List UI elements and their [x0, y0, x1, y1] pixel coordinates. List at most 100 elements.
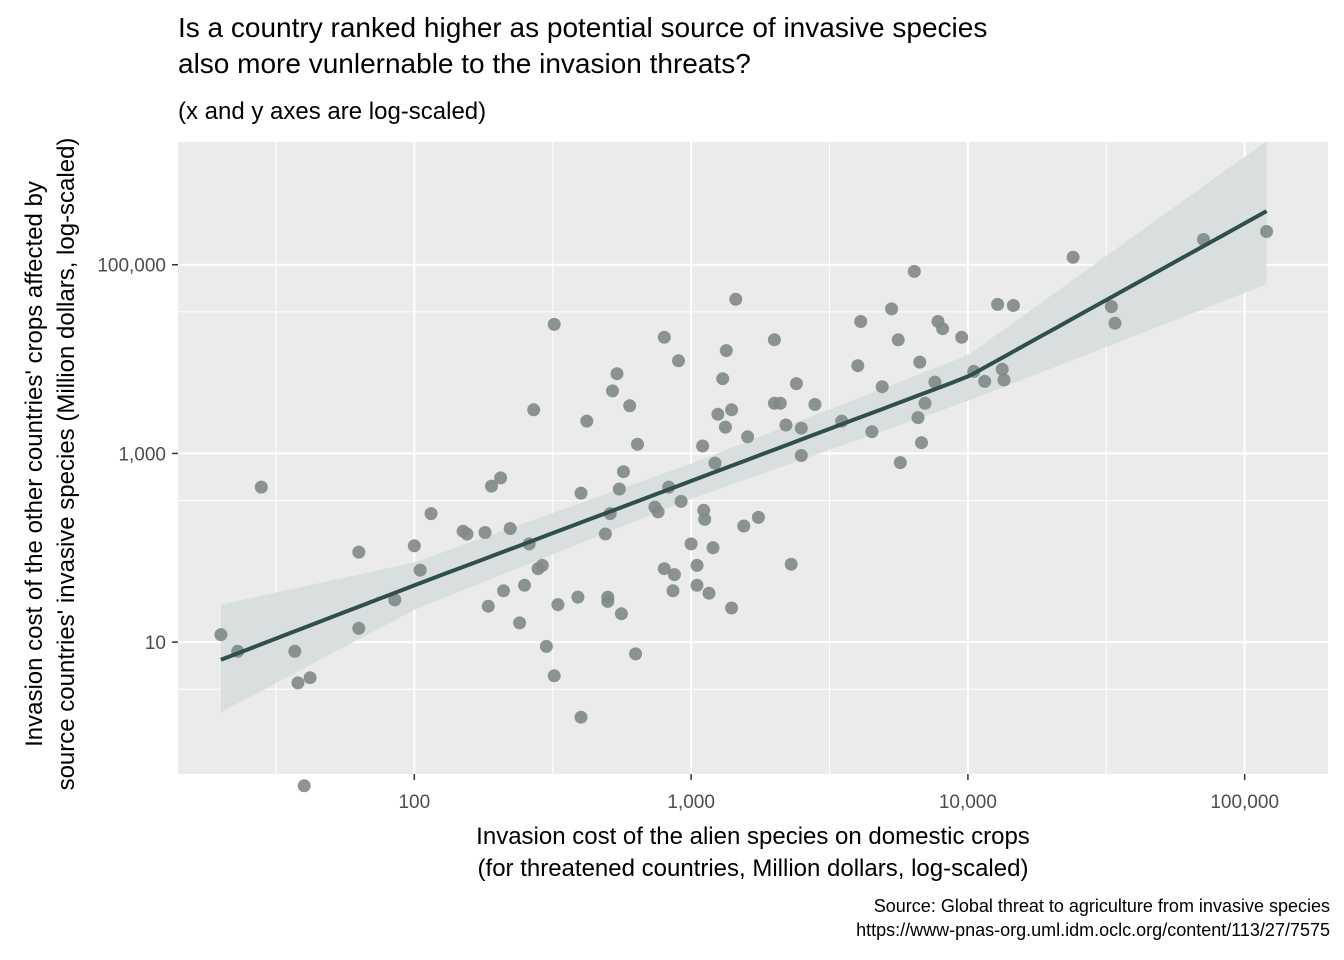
y-tick-label: 100,000: [97, 256, 166, 277]
data-point: [485, 479, 498, 493]
data-point: [789, 377, 803, 391]
data-point: [629, 647, 643, 661]
data-point: [297, 779, 311, 793]
source-caption: Source: Global threat to agriculture fro…: [856, 896, 1330, 940]
data-point: [254, 480, 268, 494]
data-point: [352, 545, 366, 559]
data-point: [598, 527, 612, 541]
x-tick-label: 1,000: [667, 792, 715, 813]
data-point: [690, 578, 704, 592]
data-point: [424, 507, 438, 521]
data-point: [388, 593, 402, 607]
data-point: [995, 362, 1009, 376]
data-point: [684, 537, 698, 551]
data-point: [706, 541, 720, 555]
data-point: [1108, 316, 1122, 330]
trend-line: [220, 209, 1268, 662]
data-point: [667, 568, 681, 582]
data-point: [407, 539, 421, 553]
chart-subtitle: (x and y axes are log-scaled): [178, 98, 487, 125]
data-point: [497, 584, 510, 598]
data-point: [885, 302, 899, 316]
data-point: [784, 557, 798, 571]
data-point: [352, 621, 366, 635]
data-point: [725, 403, 739, 417]
data-point: [808, 398, 822, 411]
data-point: [955, 330, 969, 344]
data-point: [1104, 300, 1118, 314]
data-point: [547, 317, 561, 331]
data-point: [711, 407, 725, 421]
x-axis-title: Invasion cost of the alien species on do…: [476, 823, 1030, 882]
y-axis-ticks: 10 1,000 100,000: [97, 256, 178, 654]
data-point: [551, 598, 565, 612]
data-point: [716, 372, 730, 386]
data-point: [794, 421, 808, 435]
data-point: [518, 578, 531, 592]
data-point: [291, 676, 305, 690]
data-point: [978, 374, 992, 388]
data-point: [481, 599, 495, 613]
data-point: [851, 359, 865, 373]
data-point: [767, 333, 781, 347]
y-axis-title: Invasion cost of the other countries' cr…: [21, 138, 80, 791]
data-point: [702, 586, 716, 600]
data-point: [494, 471, 508, 485]
data-point: [773, 396, 787, 410]
data-point: [729, 292, 743, 306]
data-point: [779, 418, 793, 432]
data-point: [601, 594, 615, 608]
data-point: [539, 639, 553, 653]
data-point: [610, 367, 624, 381]
data-point: [214, 628, 228, 642]
data-point: [913, 355, 927, 369]
x-tick-label: 10,000: [939, 792, 997, 813]
data-point: [911, 411, 925, 425]
data-point: [741, 430, 755, 444]
data-point: [893, 456, 907, 470]
data-point: [854, 315, 868, 328]
data-point: [725, 601, 739, 615]
data-point: [708, 456, 722, 470]
data-point: [719, 344, 733, 358]
x-axis-ticks: 100 1,000 10,000 100,000: [398, 774, 1279, 813]
data-point: [672, 354, 685, 368]
data-point: [1006, 299, 1020, 312]
data-point: [751, 510, 765, 524]
data-point: [547, 669, 561, 683]
x-tick-label: 100,000: [1210, 792, 1279, 813]
chart-title: Is a country ranked higher as potential …: [178, 12, 988, 79]
data-point: [303, 671, 317, 685]
data-points: [214, 225, 1274, 793]
data-point: [865, 425, 879, 439]
data-point: [698, 512, 712, 526]
data-point: [535, 558, 549, 572]
data-point: [527, 403, 541, 417]
confidence-band: [220, 141, 1267, 713]
data-point: [928, 375, 942, 389]
data-point: [997, 373, 1011, 387]
data-point: [606, 384, 619, 398]
data-point: [915, 436, 928, 450]
data-point: [617, 465, 630, 479]
data-point: [657, 330, 671, 344]
data-point: [612, 482, 626, 496]
y-tick-label: 1,000: [118, 444, 166, 465]
data-point: [614, 607, 628, 621]
data-point: [413, 563, 427, 577]
data-point: [991, 297, 1005, 311]
data-point: [690, 558, 704, 572]
data-point: [936, 322, 950, 336]
data-point: [1066, 250, 1080, 264]
data-point: [657, 562, 671, 576]
data-point: [574, 486, 588, 500]
data-point: [918, 396, 932, 410]
data-point: [891, 333, 905, 347]
data-point: [513, 616, 527, 630]
data-point: [666, 584, 680, 598]
data-point: [651, 505, 665, 519]
x-tick-label: 100: [398, 792, 430, 813]
data-point: [907, 264, 921, 278]
data-point: [875, 380, 889, 394]
